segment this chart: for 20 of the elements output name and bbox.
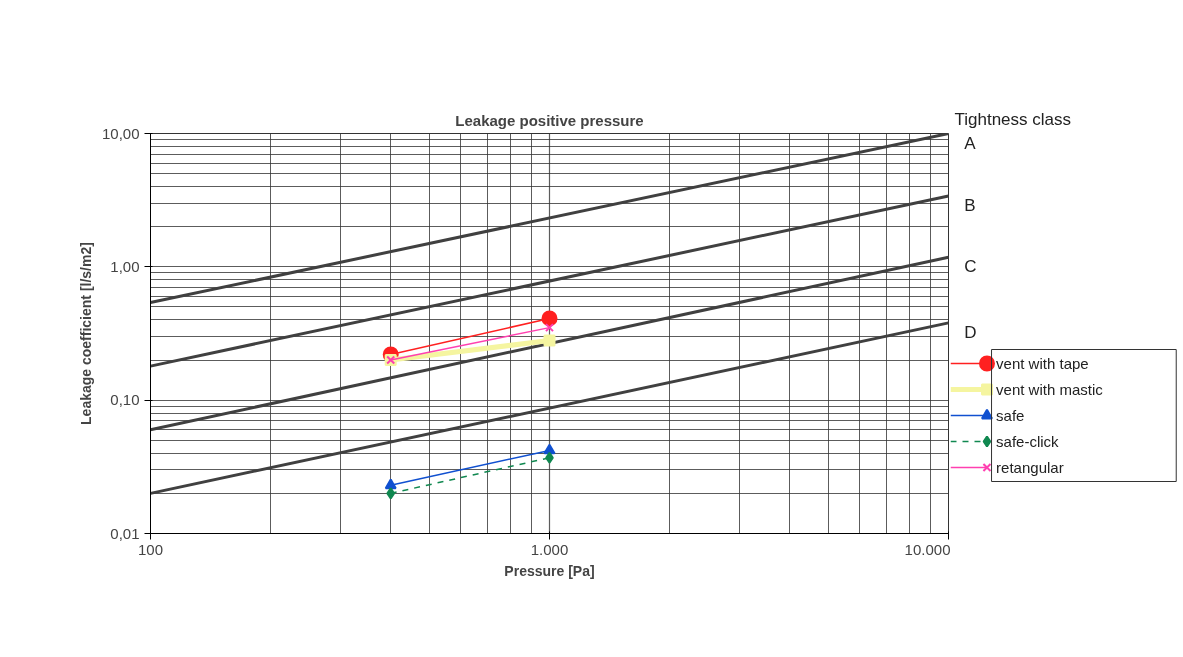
series-label: C	[964, 257, 977, 277]
legend-label: safe	[996, 407, 1025, 424]
legend-label: vent with mastic	[996, 381, 1104, 398]
x-tick-label: 10.000	[904, 540, 951, 558]
y-axis-title: Leakage coefficient [l/s/m2]	[77, 242, 94, 425]
y-tick-label: 0,10	[110, 391, 140, 409]
x-axis-title: Pressure [Pa]	[504, 562, 595, 579]
x-tick-label: 100	[137, 540, 164, 558]
legend-label: safe-click	[996, 433, 1060, 450]
series-label: D	[964, 322, 977, 342]
chart-title: Leakage positive pressure	[455, 111, 644, 129]
series-label: A	[964, 133, 977, 153]
x-tick-label: 1.000	[530, 540, 569, 558]
y-tick-label: 1,00	[110, 257, 140, 275]
series-label: B	[964, 195, 976, 215]
legend-label: vent with tape	[996, 355, 1089, 372]
y-tick-label: 10,00	[101, 124, 140, 142]
legend-label: retangular	[996, 459, 1064, 476]
y-tick-label: 0,01	[110, 524, 140, 542]
text: Tightness class	[954, 109, 1072, 129]
